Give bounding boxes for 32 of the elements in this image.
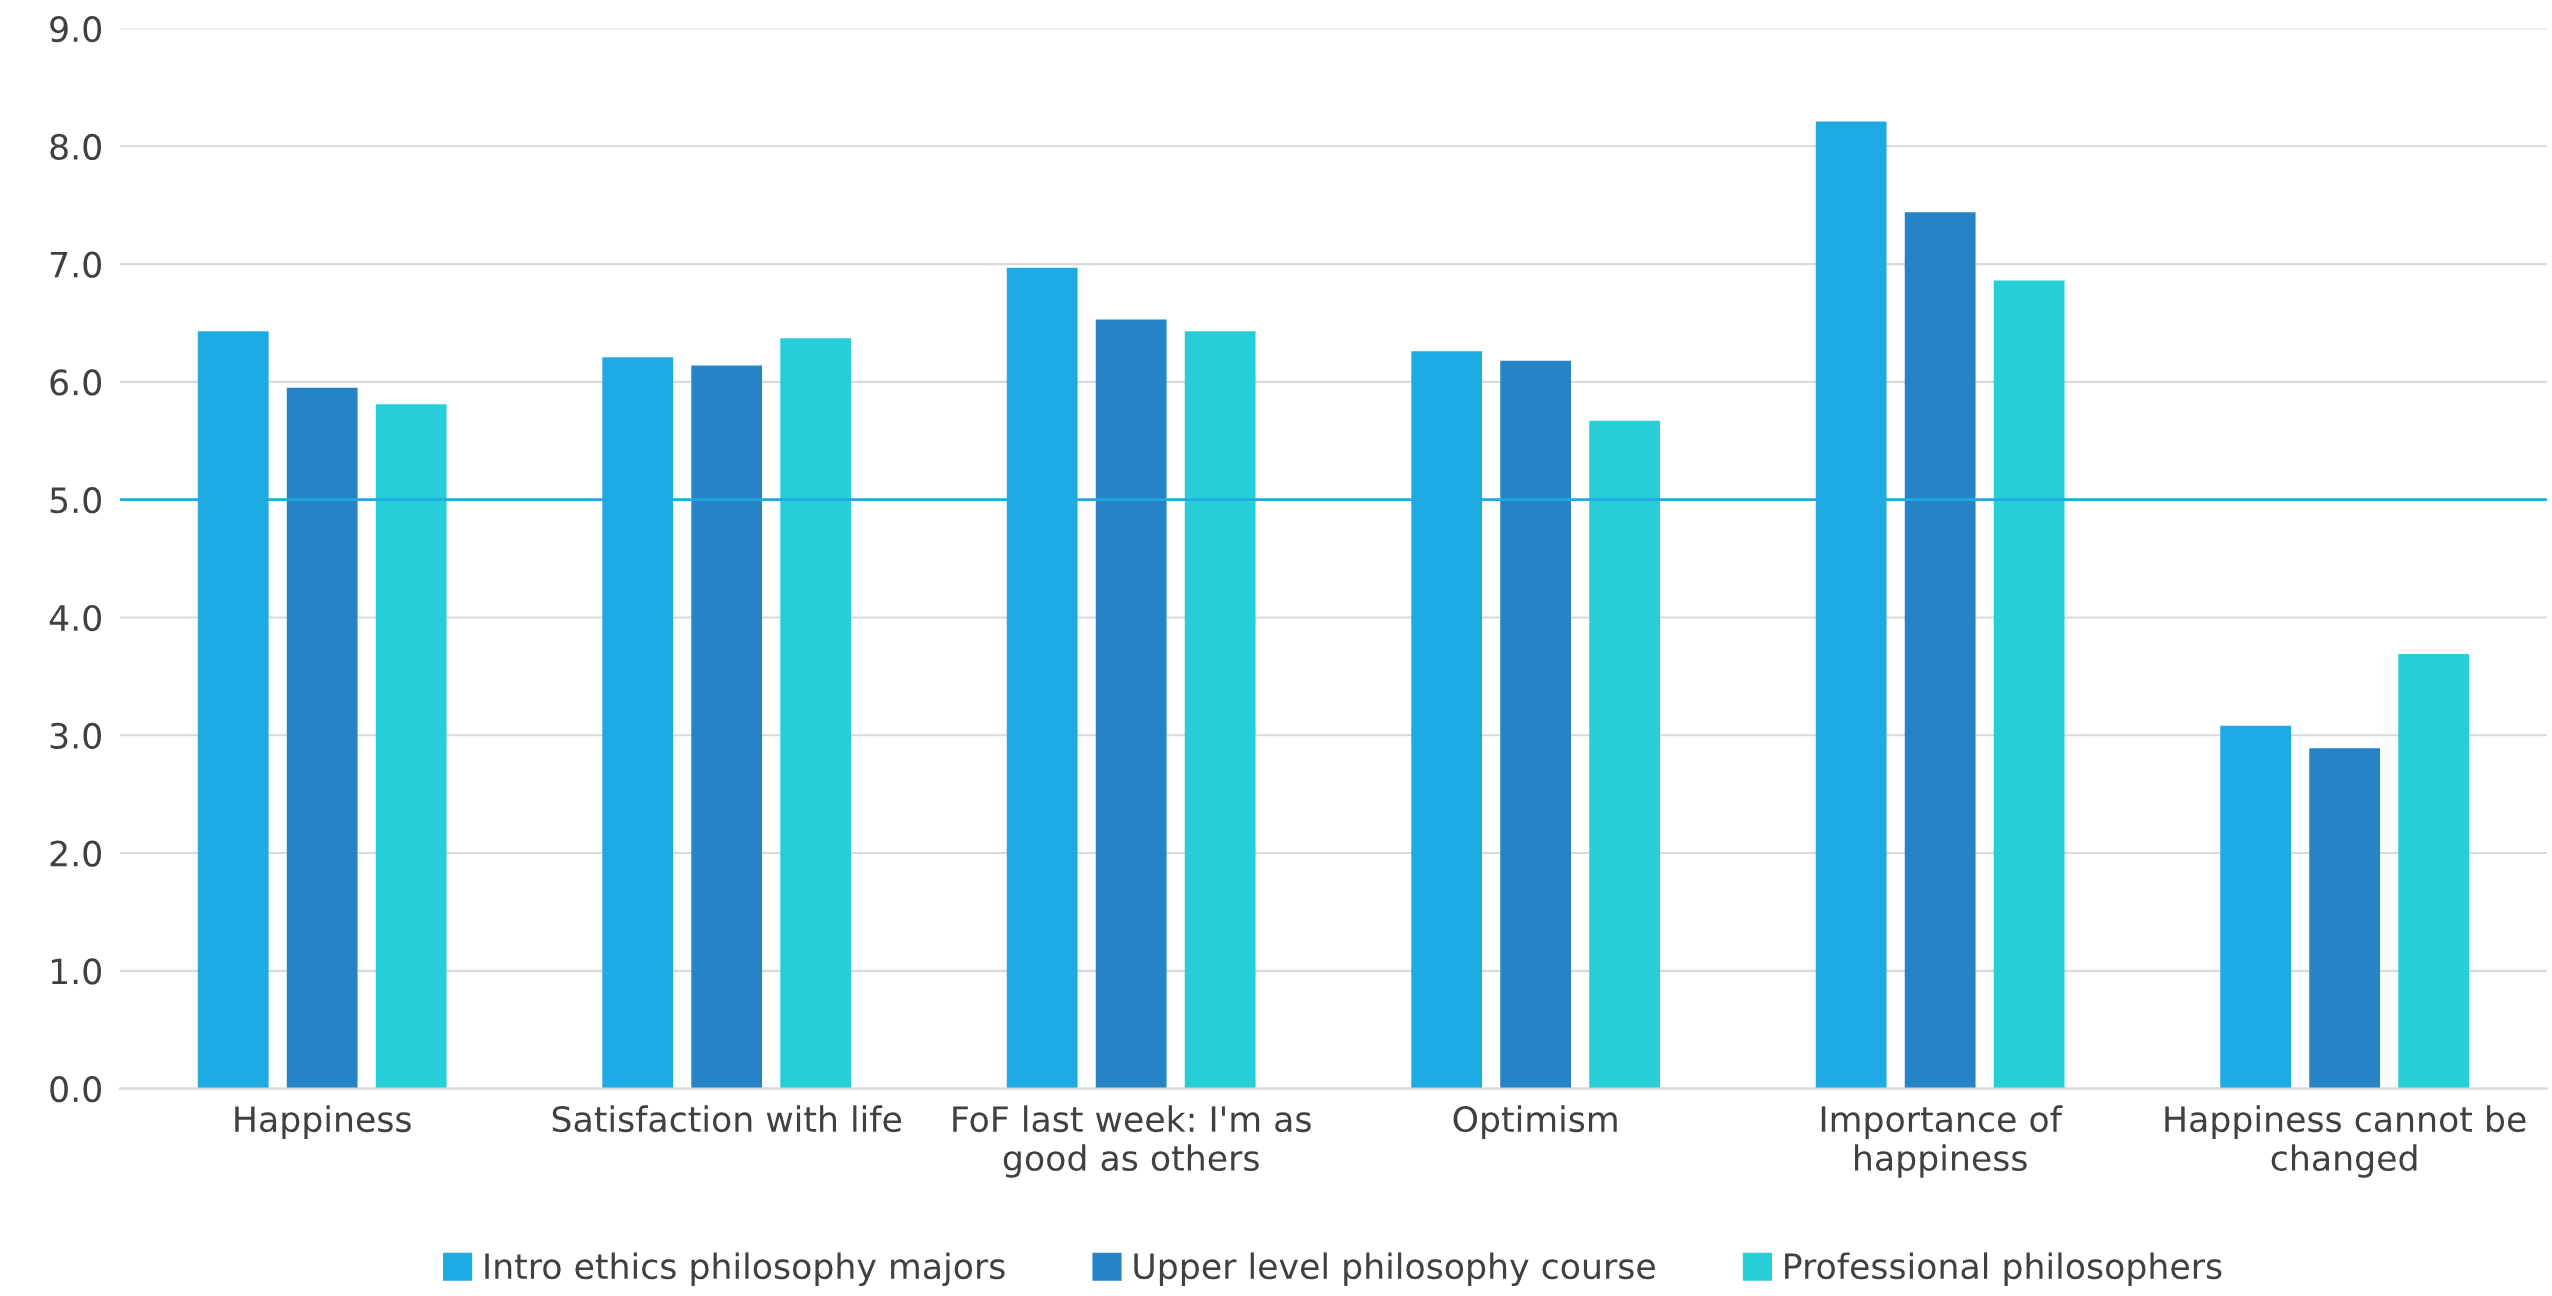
bar [1184, 331, 1256, 1089]
legend-label: Upper level philosophy course [1134, 1252, 1655, 1287]
bar [2309, 748, 2381, 1089]
legend-label: Professional philosophers [1785, 1252, 2222, 1287]
x-tick-label: Importance of happiness [1821, 1105, 2063, 1178]
bar [780, 338, 852, 1089]
bar [1095, 319, 1167, 1089]
y-tick-label: 1.0 [51, 958, 101, 985]
y-tick-label: 5.0 [50, 487, 101, 514]
x-tick-label: Optimism [1453, 1105, 1617, 1139]
bar [286, 387, 358, 1089]
x-tick-label: Happiness [235, 1105, 411, 1139]
y-tick-label: 0.0 [50, 1076, 101, 1103]
x-tick-label: Happiness cannot be changed [2165, 1105, 2526, 1178]
y-tick-label: 9.0 [50, 15, 101, 43]
y-tick-label: 2.0 [50, 840, 101, 867]
x-tick-label: Satisfaction with life [552, 1105, 902, 1133]
y-tick-label: 3.0 [50, 722, 101, 749]
y-tick-label: 6.0 [50, 369, 101, 396]
x-tick-label: FoF last week: I'm as good as others [953, 1105, 1311, 1178]
legend-label: Intro ethics philosophy majors [485, 1252, 1005, 1287]
bar [2220, 725, 2292, 1089]
y-tick-label: 7.0 [50, 251, 101, 278]
y-tick-label: 8.0 [50, 133, 101, 160]
bar [1500, 360, 1572, 1089]
bar [1993, 280, 2065, 1089]
bar [375, 404, 447, 1089]
bar [691, 365, 763, 1089]
bar [2398, 653, 2470, 1089]
bar [1589, 420, 1661, 1089]
bar [1904, 212, 1976, 1089]
y-tick-label: 4.0 [49, 604, 101, 632]
